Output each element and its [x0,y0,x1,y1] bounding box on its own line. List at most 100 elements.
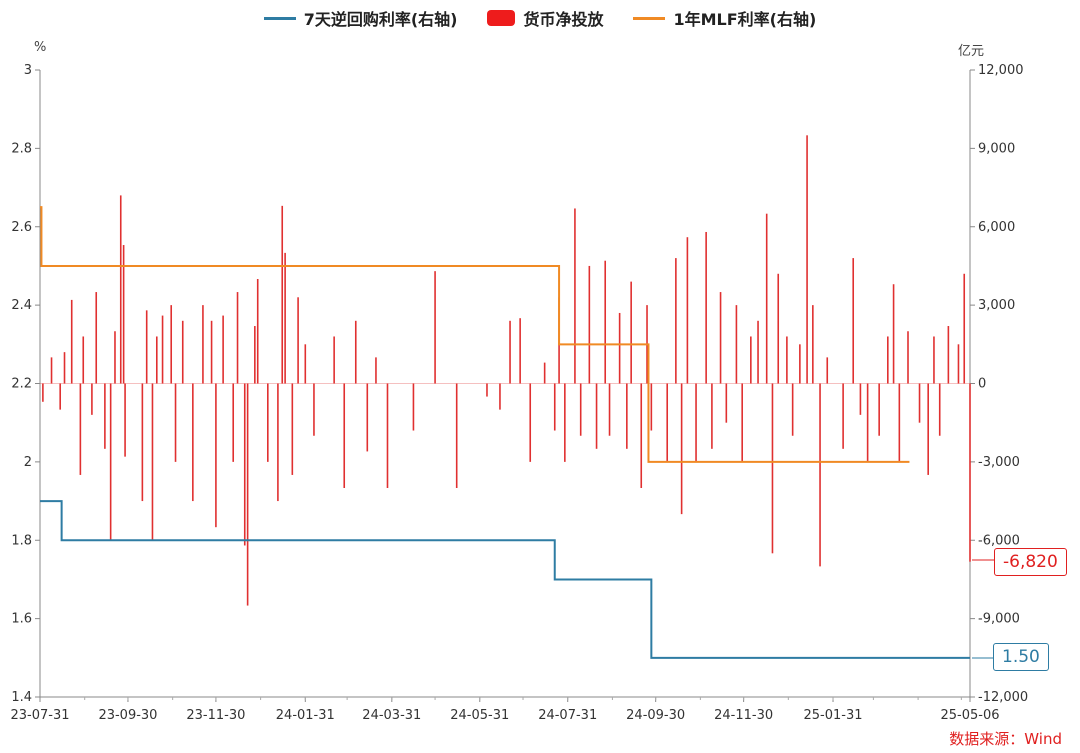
net-injection-bar [933,336,935,384]
net-injection-bar [215,383,217,528]
left-axis-tick-label: 2.2 [11,377,32,392]
net-injection-bar [604,260,607,384]
legend-item-repo[interactable]: 7天逆回购利率(右轴) [263,6,458,30]
net-injection-bar [771,383,774,554]
net-injection-bar [109,383,112,541]
net-injection-bar [579,383,582,436]
net-injection-bar [618,312,621,384]
x-axis-tick-label: 24-09-30 [626,708,685,723]
net-injection-bar [151,383,154,541]
net-injection-bar [630,281,632,384]
legend-swatch-mlf [633,16,666,20]
x-axis-tick-label: 24-01-31 [276,708,335,723]
net-injection-bar [174,383,177,462]
net-injection-bar [812,305,814,384]
net-injection-bar [192,383,194,502]
net-injection-bar [232,383,235,462]
net-injection-bar [686,237,689,384]
legend-item-net[interactable]: 货币净投放 [487,6,603,30]
net-injection-bar [765,213,768,384]
x-axis-tick-label: 24-05-31 [450,708,509,723]
net-injection-bar [284,252,286,384]
net-injection-bar [499,383,501,410]
net-injection-bar [124,383,126,457]
net-injection-bar [455,383,458,488]
net-injection-bar [91,383,93,415]
right-axis-unit: 亿元 [958,44,985,59]
left-axis-tick-label: 2.6 [11,220,32,235]
data-source: 数据来源：Wind [949,730,1062,748]
net-injection-bar [852,258,855,384]
left-axis-tick-label: 2.4 [11,298,32,313]
x-axis-tick-label: 24-07-31 [538,708,597,723]
net-injection-bar [170,305,173,384]
net-injection-bar [243,383,246,546]
net-injection-bar [114,331,116,384]
x-axis-tick-label: 25-01-31 [804,708,863,723]
net-injection-bar [202,305,204,384]
x-axis-tick-label: 24-03-31 [362,708,421,723]
net-injection-bar [254,326,256,384]
left-axis-tick-label: 2.8 [11,141,32,156]
net-injection-bar [938,383,941,436]
net-injection-bar [434,271,436,384]
net-injection-bar [564,383,566,462]
net-injection-bar [969,383,971,562]
net-injection-bar [543,362,546,384]
net-injection-bar [304,344,307,384]
net-injection-bar [297,297,299,384]
net-injection-bar [141,383,144,502]
net-injection-bar [412,383,415,431]
net-injection-bar [256,279,259,384]
right-axis-tick-label: -12,000 [978,690,1028,705]
net-injection-bar [878,383,880,436]
legend: 7天逆回购利率(右轴) 货币净投放 1年MLF利率(右轴) [0,6,1080,30]
net-injection-bar [59,383,61,410]
net-injection-bar [741,383,743,462]
net-injection-bar [791,383,794,436]
right-axis-tick-label: 3,000 [978,298,1015,313]
net-injection-bar [574,208,576,384]
net-injection-bar [181,320,184,384]
net-injection-bar [277,383,279,502]
net-injection-bar [887,336,889,384]
legend-label-net: 货币净投放 [523,10,604,29]
net-injection-bar [291,383,294,475]
legend-label-repo: 7天逆回购利率(右轴) [303,10,458,29]
legend-swatch-repo [263,16,296,20]
left-axis-tick-label: 2 [24,455,32,470]
net-injection-bar [957,344,960,384]
net-injection-bar [695,383,697,462]
legend-swatch-net [487,10,516,26]
net-injection-bar [898,383,901,462]
net-injection-bar [70,299,73,384]
repo-rate-line [40,500,970,659]
x-axis-tick-label: 23-09-30 [98,708,157,723]
right-axis-tick-label: 9,000 [978,141,1015,156]
net-injection-bar [145,310,148,384]
net-injection-bar [375,357,377,384]
legend-item-mlf[interactable]: 1年MLF利率(右轴) [633,6,816,30]
right-axis-tick-label: 12,000 [978,63,1024,78]
net-injection-bar [267,383,269,462]
net-injection-bar [675,258,677,384]
x-axis-tick-label: 25-05-06 [940,708,999,723]
left-axis-tick-label: 1.4 [11,690,32,705]
net-injection-bar [529,383,532,462]
net-injection-bar [719,292,722,384]
repo-rate-callout: 1.50 [993,643,1049,671]
net-injection-bar [486,383,488,397]
right-axis-tick-label: -3,000 [978,455,1020,470]
net-injection-bar [947,326,950,384]
net-injection-bar [757,320,759,384]
net-injection-bar [892,284,895,384]
net-injection-bar [705,231,707,384]
net-injection-bar [588,265,591,384]
net-injection-bar [927,383,929,475]
right-axis-tick-label: 0 [978,377,986,392]
net-injection-bar [50,357,53,384]
net-injection-bar [222,315,224,384]
net-injection-bar [236,292,239,384]
x-axis-tick-label: 23-11-30 [186,708,245,723]
